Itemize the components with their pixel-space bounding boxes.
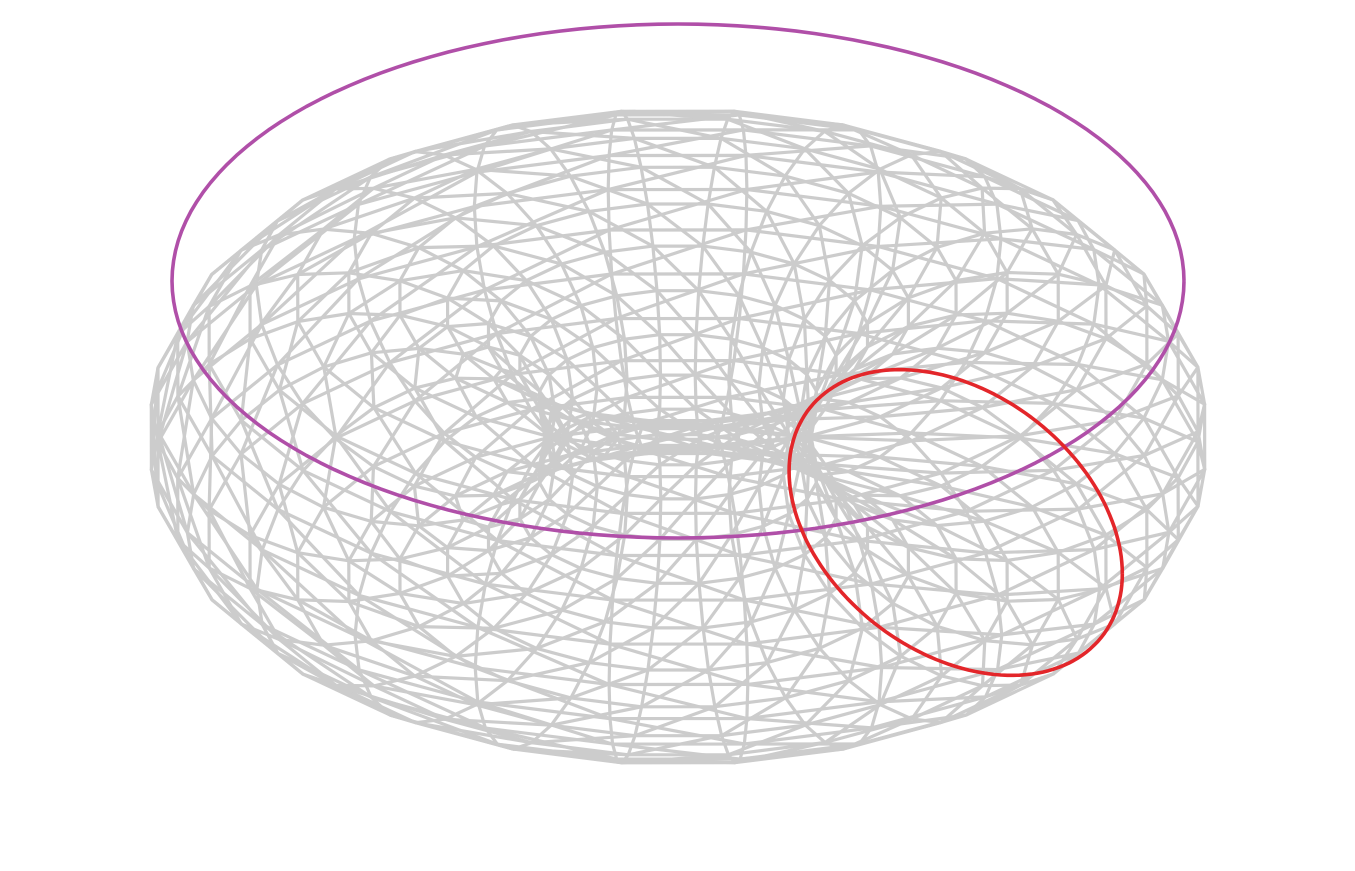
mesh-diagonal-line — [149, 117, 832, 745]
mesh-diagonal-line — [412, 237, 1149, 553]
mesh-diagonal-line — [492, 368, 1200, 555]
mesh-parallel-line — [347, 424, 1009, 738]
mesh-diagonal-line — [239, 128, 987, 659]
mesh-diagonal-line — [239, 216, 987, 746]
mesh-diagonal-line — [524, 360, 1207, 486]
mesh-diagonal-line — [321, 170, 1079, 606]
torus-mesh — [149, 109, 1207, 765]
mesh-parallel-line — [347, 136, 1009, 450]
mesh-diagonal-line — [207, 113, 943, 683]
mesh-diagonal-line — [369, 296, 1117, 672]
highlight-loops — [170, 22, 1186, 678]
mesh-diagonal-line — [207, 191, 944, 761]
mesh-diagonal-line — [491, 319, 1200, 507]
meridian-loop — [787, 367, 1125, 678]
mesh-diagonal-line — [176, 167, 903, 765]
longitude-loop — [170, 22, 1186, 540]
mesh-diagonal-line — [453, 277, 1180, 529]
mesh-diagonal-line — [454, 345, 1180, 597]
mesh-diagonal-line — [176, 109, 902, 707]
